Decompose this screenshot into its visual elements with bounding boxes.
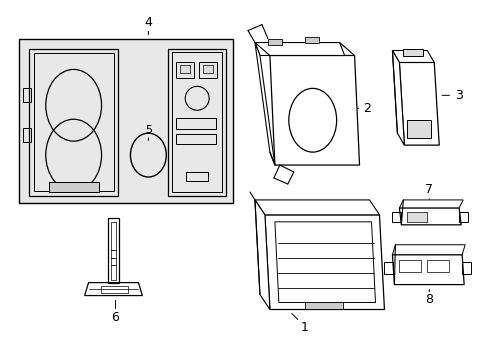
Bar [267, 39, 281, 45]
Polygon shape [392, 245, 464, 255]
Text: 6: 6 [111, 311, 119, 324]
Bar [172, 53, 222, 192]
Bar [23, 88, 31, 102]
Polygon shape [399, 200, 462, 208]
Bar [458, 212, 467, 222]
Text: 7: 7 [425, 184, 432, 197]
Bar [176, 62, 194, 78]
Bar [399, 260, 421, 272]
Bar [186, 172, 208, 181]
Bar [107, 218, 119, 283]
Text: 2: 2 [363, 102, 371, 115]
Bar [384, 262, 393, 274]
Bar [407, 120, 430, 138]
Bar [49, 182, 99, 192]
Bar [203, 66, 213, 73]
Bar [176, 134, 216, 144]
Bar [304, 302, 342, 309]
Polygon shape [254, 42, 344, 55]
Bar [110, 222, 116, 280]
Bar [101, 285, 128, 293]
Text: 1: 1 [300, 321, 308, 334]
Bar [168, 49, 225, 196]
Bar [180, 66, 190, 73]
Bar [427, 260, 448, 272]
Polygon shape [254, 200, 379, 215]
Bar [461, 262, 470, 274]
Text: 3: 3 [454, 89, 462, 102]
Bar [403, 49, 423, 57]
Polygon shape [254, 42, 274, 165]
Text: 5: 5 [144, 125, 152, 135]
Polygon shape [392, 50, 433, 62]
Bar [176, 118, 216, 129]
Polygon shape [392, 50, 404, 145]
Bar [407, 212, 427, 222]
Text: 4: 4 [144, 16, 152, 29]
Bar [199, 62, 217, 78]
Bar [304, 37, 318, 42]
Bar [29, 49, 118, 196]
Polygon shape [254, 200, 269, 310]
Bar [19, 39, 233, 203]
Text: 8: 8 [425, 293, 432, 306]
Bar [23, 128, 31, 142]
Bar [34, 54, 113, 191]
Bar [392, 212, 401, 222]
